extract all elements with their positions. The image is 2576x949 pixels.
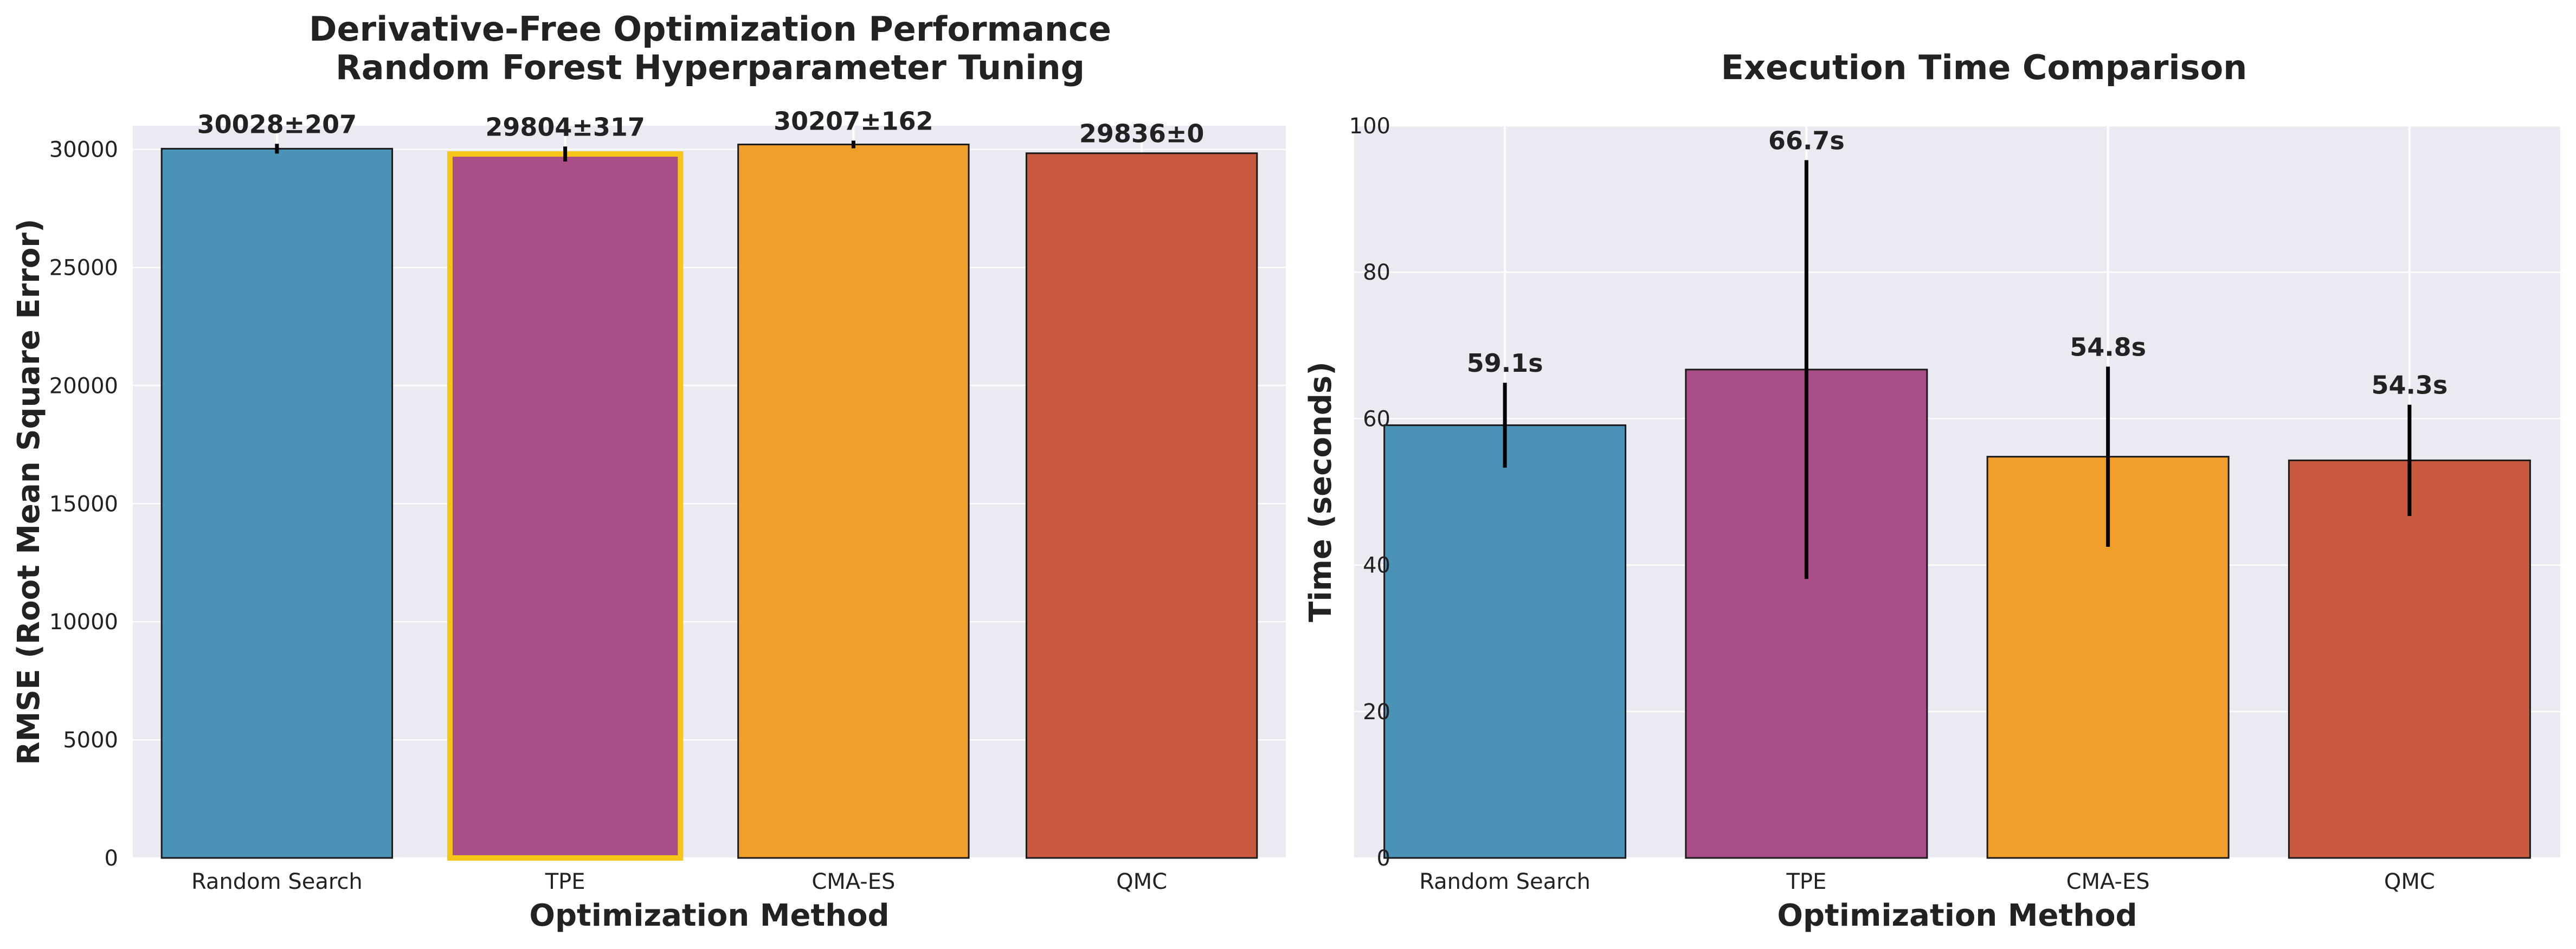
bar xyxy=(1383,424,1627,859)
rmse-chart-panel: 30028±207 29804±317 30207±162 29836±0 0 5000 1… xyxy=(11,9,1286,933)
y-tick-label: 25000 xyxy=(49,255,118,280)
x-tick-label: TPE xyxy=(1786,869,1826,894)
y-axis-label: Time (seconds) xyxy=(1303,361,1338,622)
y-tick-label: 80 xyxy=(1363,260,1390,285)
x-axis-label: Optimization Method xyxy=(1777,898,2137,933)
data-label: 66.7s xyxy=(1768,126,1845,155)
x-tick-label: QMC xyxy=(2384,869,2435,894)
y-tick-label: 20000 xyxy=(49,373,118,398)
y-tick-label: 5000 xyxy=(63,728,118,753)
data-label: 30028±207 xyxy=(197,109,357,139)
bar xyxy=(2288,459,2531,859)
bar xyxy=(737,144,970,859)
x-tick-label: Random Search xyxy=(1419,869,1590,894)
y-tick-label: 40 xyxy=(1363,553,1390,578)
y-tick-label: 100 xyxy=(1349,114,1390,139)
data-label: 59.1s xyxy=(1467,348,1543,378)
bar xyxy=(160,147,394,859)
y-tick-label: 10000 xyxy=(49,610,118,635)
y-tick-label: 60 xyxy=(1363,406,1390,431)
y-tick-label: 30000 xyxy=(49,138,118,163)
chart-title: Random Forest Hyperparameter Tuning xyxy=(336,48,1085,87)
chart-title: Execution Time Comparison xyxy=(1721,48,2247,87)
x-tick-label: TPE xyxy=(545,869,585,894)
x-tick-label: CMA-ES xyxy=(812,869,895,894)
x-axis-label: Optimization Method xyxy=(529,898,889,933)
y-tick-label: 15000 xyxy=(49,492,118,517)
y-axis-label: RMSE (Root Mean Square Error) xyxy=(11,218,47,765)
data-label: 30207±162 xyxy=(774,106,933,135)
y-tick-label: 20 xyxy=(1363,700,1390,725)
bar xyxy=(1025,152,1258,859)
x-tick-label: QMC xyxy=(1116,869,1167,894)
data-label: 54.3s xyxy=(2371,371,2448,400)
time-chart-panel: 59.1s 66.7s 54.8s 54.3s 0 20 40 60 80 100 Random S… xyxy=(1303,48,2560,933)
data-label: 29804±317 xyxy=(485,112,645,141)
chart-title: Derivative-Free Optimization Performance xyxy=(309,9,1111,49)
y-tick-label: 0 xyxy=(105,846,118,871)
x-tick-label: CMA-ES xyxy=(2066,869,2150,894)
data-label: 29836±0 xyxy=(1079,119,1205,149)
x-tick-label: Random Search xyxy=(191,869,363,894)
bar xyxy=(447,151,684,861)
data-label: 54.8s xyxy=(2070,332,2146,361)
y-tick-label: 0 xyxy=(1377,846,1390,871)
